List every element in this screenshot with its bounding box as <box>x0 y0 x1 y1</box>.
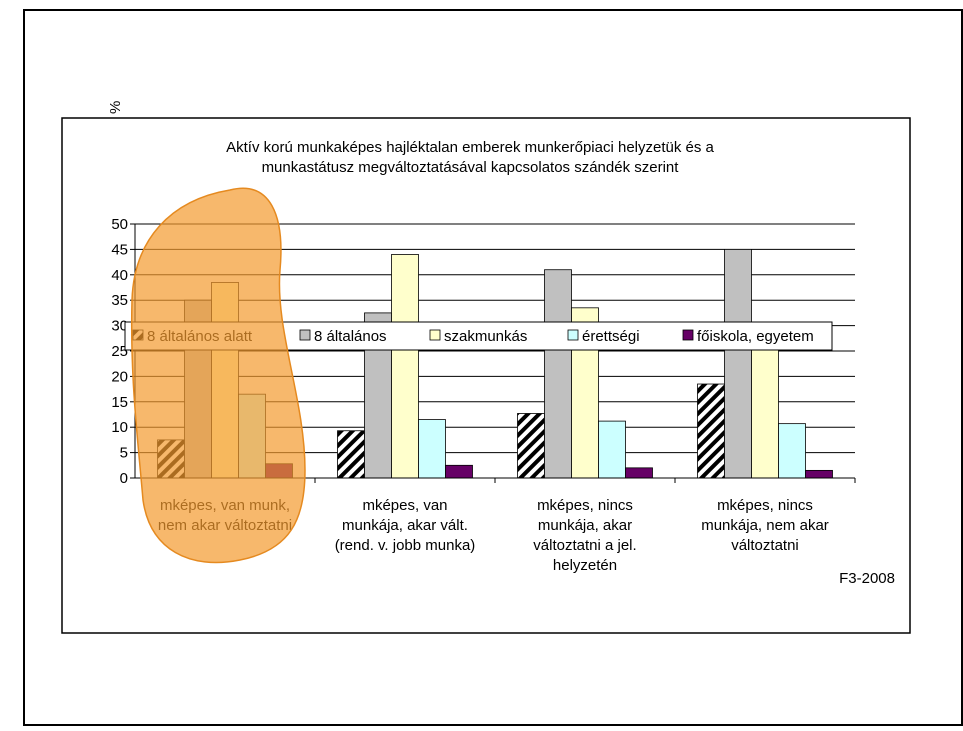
y-tick-label: 10 <box>111 419 128 436</box>
legend-label: érettségi <box>582 328 640 345</box>
bar <box>625 467 653 479</box>
y-tick-label: 5 <box>120 445 128 462</box>
legend-label: főiskola, egyetem <box>697 328 814 345</box>
bar <box>544 269 572 479</box>
highlight <box>130 187 306 564</box>
legend-label: szakmunkás <box>444 328 527 345</box>
bar <box>751 335 779 479</box>
x-tick-label: munkája, nem akar <box>701 517 829 534</box>
x-tick-label: mképes, van <box>362 497 447 514</box>
legend-swatch <box>299 329 311 341</box>
bar <box>391 254 419 479</box>
x-tick-label: helyzetén <box>553 557 617 574</box>
bar <box>697 383 725 479</box>
x-tick-label: munkája, akar vált. <box>342 517 468 534</box>
x-tick-label: mképes, nincs <box>717 497 813 514</box>
bar <box>778 423 806 479</box>
bar <box>517 413 545 479</box>
y-tick-label: 15 <box>111 394 128 411</box>
bar <box>805 469 833 479</box>
legend-swatch <box>567 329 579 341</box>
x-tick-label: mképes, nincs <box>537 497 633 514</box>
legend-swatch <box>429 329 441 341</box>
x-tick-label: változtatni <box>731 537 799 554</box>
y-axis-label: % <box>107 101 124 114</box>
annotation: F3-2008 <box>839 570 895 587</box>
x-tick-label: (rend. v. jobb munka) <box>335 537 476 554</box>
chart-title: munkastátusz megváltoztatásával kapcsola… <box>262 159 680 176</box>
y-tick-label: 30 <box>111 318 128 335</box>
y-tick-label: 35 <box>111 292 128 309</box>
y-tick-label: 50 <box>111 216 128 233</box>
y-tick-label: 45 <box>111 241 128 258</box>
x-tick-label: munkája, akar <box>538 517 632 534</box>
legend-swatch <box>682 329 694 341</box>
y-tick-label: 25 <box>111 343 128 360</box>
y-tick-label: 20 <box>111 368 128 385</box>
y-tick-label: 0 <box>120 470 128 487</box>
bar <box>337 430 365 479</box>
x-tick-label: változtatni a jel. <box>533 537 636 554</box>
bar <box>445 464 473 479</box>
bar <box>724 248 752 479</box>
y-tick-label: 40 <box>111 267 128 284</box>
legend-label: 8 általános <box>314 328 387 345</box>
bar <box>598 420 626 479</box>
bar <box>418 419 446 479</box>
chart-title: Aktív korú munkaképes hajléktalan embere… <box>226 139 714 156</box>
